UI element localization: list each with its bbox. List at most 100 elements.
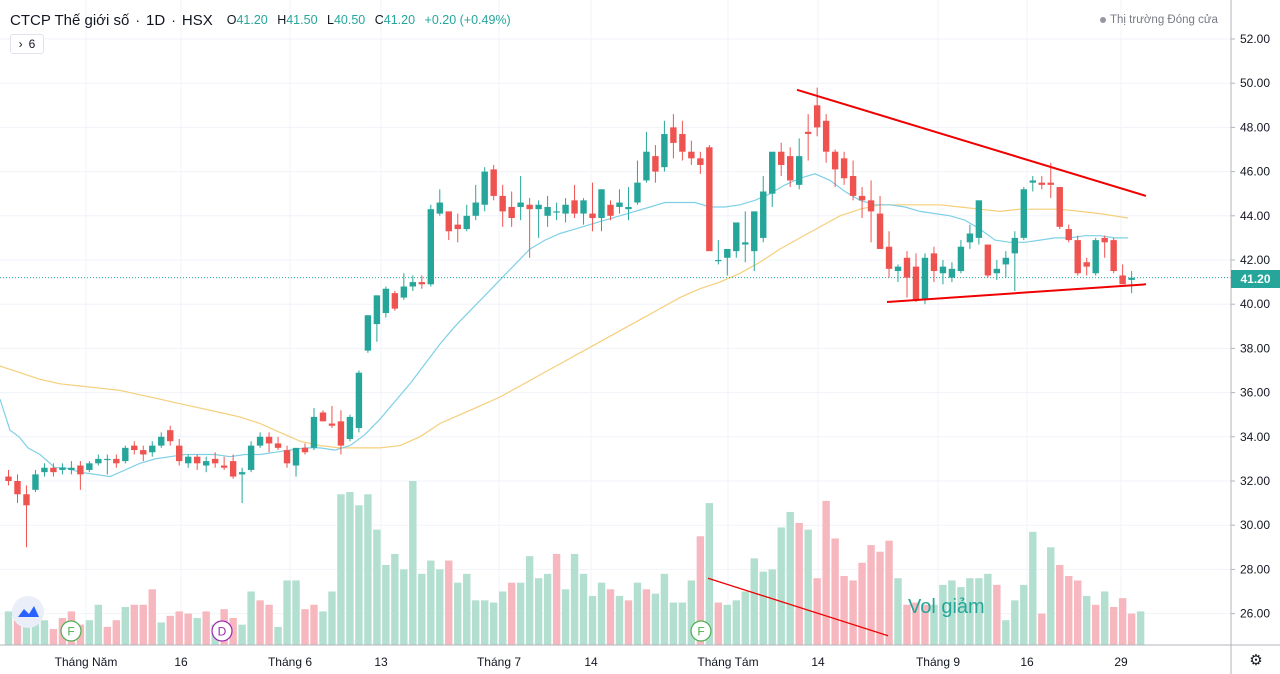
- volume-bar: [301, 609, 309, 645]
- volume-bar: [1118, 598, 1127, 645]
- candle-body: [274, 443, 282, 448]
- trendline: [886, 283, 1147, 303]
- volume-bar: [472, 600, 480, 645]
- volume-bar: [678, 602, 687, 645]
- candle-body: [499, 195, 506, 212]
- candle-body: [706, 147, 713, 252]
- volume-bar: [1091, 604, 1100, 645]
- candle-body: [670, 127, 677, 143]
- volume-bar: [561, 589, 570, 645]
- candle-body: [616, 202, 623, 207]
- volume-bar: [939, 584, 947, 645]
- volume-bar: [651, 593, 660, 645]
- candle-body: [265, 436, 273, 444]
- market-status: Thị trường Đóng cửa: [1100, 14, 1218, 26]
- candle-body: [445, 211, 452, 232]
- volume-bar: [22, 624, 31, 645]
- volume-bar: [813, 578, 821, 645]
- volume-bar: [858, 562, 866, 645]
- volume-bar: [1100, 591, 1109, 645]
- volume-bar: [768, 569, 776, 645]
- volume-bar: [993, 584, 1001, 645]
- candle-body: [1065, 229, 1072, 241]
- candle-body: [167, 430, 174, 442]
- status-dot-icon: [1100, 17, 1106, 23]
- candle-body: [1056, 187, 1063, 227]
- candle-body: [113, 458, 120, 464]
- y-tick-label: 38.00: [1240, 341, 1270, 355]
- volume-bar: [1056, 564, 1064, 645]
- volume-bar: [633, 582, 642, 645]
- volume-bar: [885, 540, 893, 645]
- volume-bar: [1047, 547, 1055, 645]
- y-tick-label: 42.00: [1240, 253, 1270, 267]
- chart-logo-icon: [18, 606, 39, 617]
- candle-body: [778, 151, 785, 165]
- candle-body: [32, 474, 39, 490]
- y-tick-label: 46.00: [1240, 165, 1270, 179]
- y-tick-label: 44.00: [1240, 209, 1270, 223]
- volume-bar: [247, 591, 255, 645]
- volume-bar: [696, 536, 705, 645]
- volume-bar: [534, 578, 543, 645]
- volume-bar: [723, 604, 731, 645]
- candle-body: [1083, 262, 1090, 267]
- volume-bar: [148, 589, 156, 645]
- ohlc-values: O41.20 H41.50 L40.50 C41.20 +0.20 (+0.49…: [227, 13, 511, 27]
- indicators-toggle-button[interactable]: › 6: [10, 34, 44, 54]
- x-tick-label: Tháng Tám: [697, 655, 758, 669]
- candle-body: [751, 211, 758, 252]
- candle-body: [301, 447, 309, 453]
- volume-bar: [184, 613, 192, 645]
- candle-body: [661, 134, 668, 168]
- candle-body: [1029, 180, 1036, 183]
- candle-body: [1110, 240, 1117, 272]
- volume-bar: [481, 600, 489, 645]
- volume-bar: [489, 602, 498, 645]
- volume-bar: [1002, 620, 1010, 645]
- candle-body: [634, 182, 641, 203]
- candle-body: [454, 224, 461, 230]
- candle-body: [876, 213, 884, 249]
- candle-body: [131, 445, 138, 451]
- candle-body: [400, 286, 408, 298]
- volume-bar: [94, 604, 103, 645]
- volume-bar: [525, 556, 534, 645]
- candle-body: [337, 421, 345, 446]
- volume-bar: [238, 624, 246, 645]
- candle-body: [319, 412, 327, 422]
- volume-bar: [669, 602, 678, 645]
- candle-body: [553, 211, 560, 213]
- candle-body: [176, 445, 183, 462]
- volume-bar: [427, 560, 435, 645]
- volume-bar: [337, 494, 345, 645]
- interval-label[interactable]: 1D: [146, 11, 166, 29]
- high-value: 41.50: [286, 13, 318, 27]
- volume-bar: [49, 629, 58, 645]
- volume-bar: [445, 560, 453, 645]
- candlesticks: [5, 87, 1135, 548]
- x-tick-label: Tháng 6: [268, 655, 312, 669]
- symbol-name[interactable]: CTCP Thế giới số: [10, 11, 130, 29]
- open-value: 41.20: [236, 13, 268, 27]
- volume-bar: [543, 573, 552, 645]
- volume-bar: [588, 595, 597, 645]
- candle-body: [885, 246, 893, 269]
- candle-body: [966, 233, 974, 243]
- y-tick-label: 32.00: [1240, 474, 1270, 488]
- volume-bar: [912, 602, 920, 645]
- chart-legend: CTCP Thế giới số · 1D · HSX O41.20 H41.5…: [10, 10, 511, 30]
- volume-bar: [516, 582, 525, 645]
- candle-body: [1011, 237, 1019, 254]
- candle-body: [193, 456, 201, 464]
- gear-icon[interactable]: ⚙: [1249, 652, 1263, 669]
- volume-bar: [112, 620, 121, 645]
- volume-bar: [732, 600, 740, 645]
- candle-body: [589, 213, 596, 219]
- volume-bar: [921, 604, 929, 645]
- exchange-label: HSX: [181, 11, 213, 29]
- candle-body: [948, 268, 956, 278]
- legend-separator: ·: [135, 12, 140, 28]
